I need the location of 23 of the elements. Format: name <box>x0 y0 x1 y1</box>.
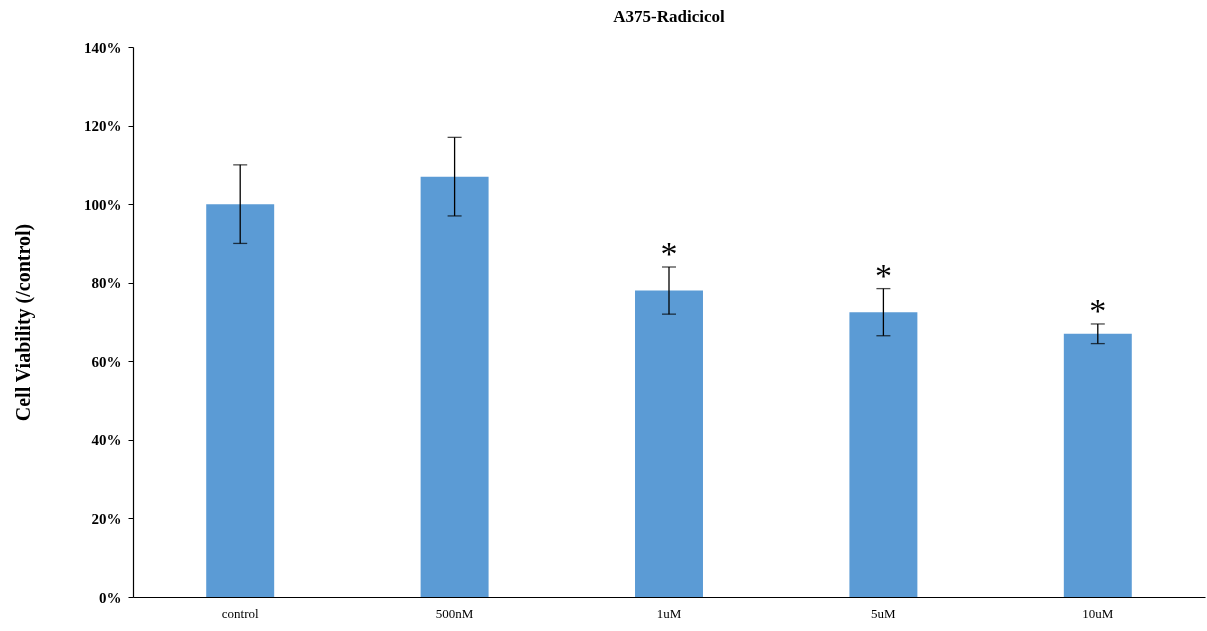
y-tick-label: 140% <box>84 39 122 56</box>
bar <box>420 176 489 597</box>
y-tick-label: 120% <box>84 118 122 135</box>
chart-title: A375-Radicicol <box>613 7 725 26</box>
x-tick-label: 5uM <box>871 605 897 621</box>
y-tick-label: 20% <box>91 510 122 527</box>
x-tick-label: 500nM <box>435 605 474 621</box>
y-tick-label: 0% <box>99 589 122 606</box>
x-tick-label: 1uM <box>656 605 682 621</box>
y-tick-label: 80% <box>91 275 122 292</box>
annotation: * <box>874 256 892 294</box>
annotation: * <box>1089 291 1107 329</box>
x-tick-label: control <box>221 605 259 621</box>
y-tick-label: 60% <box>91 353 122 370</box>
annotation: * <box>660 235 678 272</box>
bar <box>206 204 275 597</box>
bar <box>1063 333 1132 597</box>
x-tick-label: 10uM <box>1082 605 1114 621</box>
y-axis-title: Cell Viability (/control) <box>12 223 35 422</box>
bar <box>849 312 918 597</box>
bar <box>635 290 703 597</box>
y-tick-label: 40% <box>91 432 122 449</box>
y-tick-label: 100% <box>84 196 122 213</box>
